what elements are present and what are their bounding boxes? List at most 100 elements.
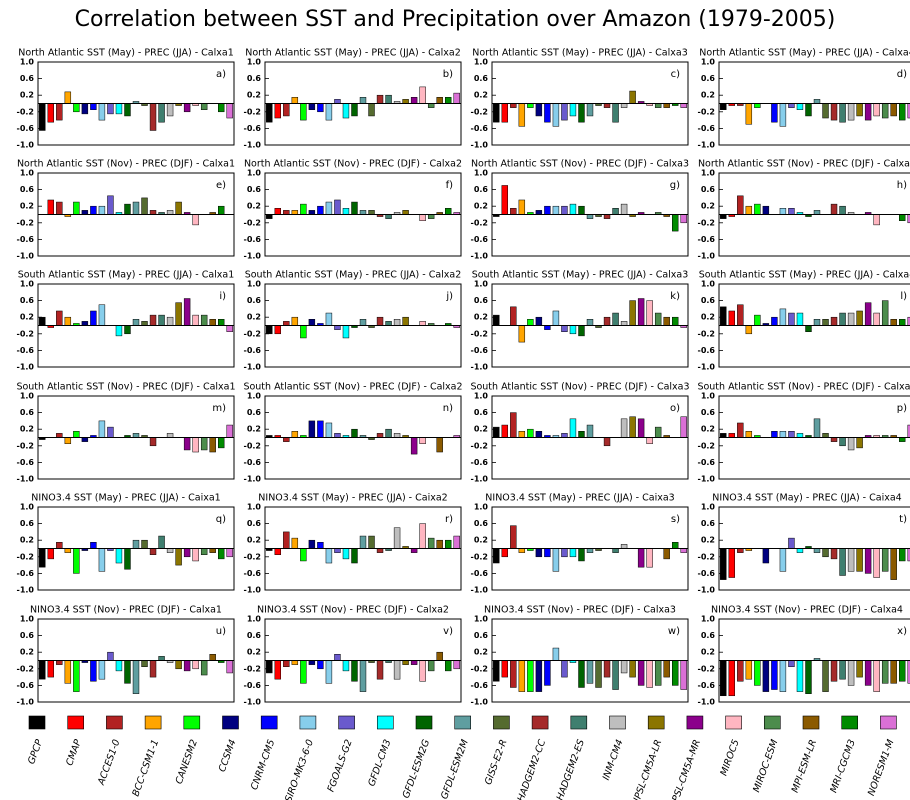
bar: [822, 433, 829, 438]
panel-title: North Atlantic SST (Nov) - PREC (DJF) - …: [698, 159, 910, 170]
bar: [56, 542, 63, 549]
bar: [527, 103, 534, 108]
y-tick-label: -1.0: [244, 363, 262, 372]
y-tick-label: -0.2: [17, 441, 35, 450]
bar: [149, 103, 157, 131]
bar: [856, 660, 863, 678]
y-tick-label: -0.2: [698, 664, 716, 673]
panel-frame: [37, 283, 235, 368]
bar: [359, 97, 367, 104]
bar: [720, 548, 727, 580]
bar: [359, 535, 367, 549]
y-tick-label: 0.2: [701, 313, 715, 322]
bar: [586, 660, 594, 684]
bar: [881, 300, 889, 326]
bar: [771, 660, 778, 690]
panel-frame: [718, 618, 910, 703]
chart-title: Correlation between SST and Precipitatio…: [75, 7, 836, 32]
bar: [518, 548, 526, 553]
bar: [813, 99, 821, 104]
panel-label: q): [216, 514, 226, 525]
y-tick-label: -0.6: [17, 346, 35, 355]
y-tick-label: 0.2: [701, 536, 715, 545]
panel-title: North Atlantic SST (May) - PREC (JJA) - …: [472, 48, 688, 59]
y-tick-label: 1.0: [20, 392, 35, 401]
bar: [427, 214, 435, 219]
bar: [351, 103, 358, 117]
y-tick-label: 0.6: [701, 519, 716, 528]
bar: [907, 103, 910, 119]
y-tick-label: 0.6: [474, 631, 489, 640]
legend-label: MIROC5: [719, 738, 742, 777]
bar: [603, 660, 611, 678]
bar: [720, 660, 727, 697]
bar: [493, 548, 500, 564]
y-tick-label: 0.2: [20, 536, 34, 545]
bar: [847, 103, 855, 121]
bar: [578, 548, 585, 562]
y-tick-label: 1.0: [701, 503, 716, 512]
y-tick-label: 1.0: [474, 615, 489, 624]
bar: [620, 203, 628, 215]
legend-swatch: [725, 715, 742, 730]
y-tick-label: -0.6: [698, 458, 716, 467]
bar: [317, 420, 324, 438]
panel-title: North Atlantic SST (Nov) - PREC (DJF) - …: [17, 159, 235, 170]
bar: [200, 548, 208, 555]
bar: [646, 660, 653, 688]
bar: [796, 433, 804, 438]
bar: [175, 548, 182, 566]
panel-frame: [718, 283, 910, 368]
bar: [501, 103, 508, 123]
bar: [720, 433, 727, 438]
bar: [510, 306, 517, 326]
bar: [762, 548, 770, 564]
bar: [98, 548, 106, 572]
panel-title: North Atlantic SST (Nov) - PREC (DJF) - …: [244, 159, 462, 170]
bar: [47, 103, 54, 123]
bar: [300, 548, 307, 562]
bar: [47, 660, 54, 678]
panel-frame: [718, 172, 910, 257]
y-tick-label: 0.6: [701, 185, 716, 194]
bar: [620, 660, 628, 674]
y-tick-label: 0.2: [474, 425, 488, 434]
y-tick-label: 1.0: [701, 280, 716, 289]
panel-label: x): [897, 626, 907, 637]
bar: [47, 548, 54, 560]
y-tick-label: 0.2: [247, 536, 261, 545]
bar: [56, 310, 63, 326]
bar: [64, 437, 72, 444]
bar: [166, 548, 174, 553]
panel-frame: [491, 395, 689, 480]
panel-title: NINO3.4 SST (May) - PREC (JJA) - Caixa2: [258, 493, 447, 504]
bar: [779, 660, 787, 692]
y-tick-label: 1.0: [474, 169, 489, 178]
bar: [830, 103, 838, 121]
bar: [453, 535, 460, 549]
bar: [334, 199, 341, 215]
bar: [98, 205, 106, 215]
bar: [510, 103, 517, 108]
bar: [81, 321, 89, 326]
bar: [419, 214, 426, 221]
bar: [218, 319, 225, 326]
bar: [864, 103, 872, 121]
legend-label: GFDL-CM3: [366, 738, 393, 788]
panel-frame: [37, 395, 235, 480]
bar: [410, 97, 418, 104]
bar: [141, 321, 148, 326]
y-tick-label: -0.6: [17, 569, 35, 578]
bar: [552, 205, 560, 215]
y-tick-label: 0.6: [20, 408, 35, 417]
legend-swatch: [454, 715, 472, 730]
bar: [132, 319, 140, 326]
bar: [544, 325, 551, 330]
bar: [183, 437, 191, 451]
bar: [334, 325, 341, 330]
bar: [427, 660, 435, 672]
bar: [39, 316, 46, 326]
y-tick-label: -1.0: [17, 252, 35, 261]
bar: [527, 319, 534, 326]
y-tick-label: -0.2: [471, 107, 489, 116]
